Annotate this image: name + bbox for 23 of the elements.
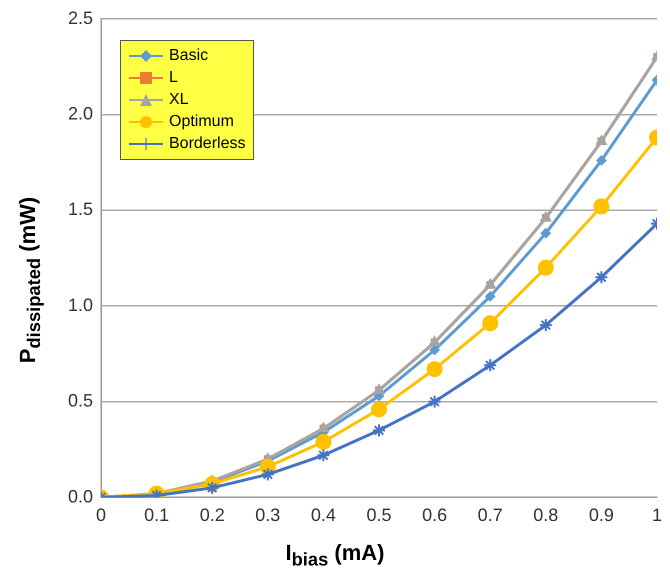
y-tick-label: 0.5 [68,390,94,411]
x-tick-label: 0.1 [144,505,170,526]
x-tick-label: 0.5 [366,505,392,526]
y-tick-label: 1.5 [68,199,94,220]
x-tick-label: 0.6 [422,505,448,526]
x-tick-label: 0.2 [200,505,225,526]
y-tick-label: 1.0 [68,294,94,315]
y-tick-label: 2.0 [68,103,94,124]
legend-label: XL [169,91,189,109]
x-tick-label: 0 [96,505,106,526]
x-tick-label: 0.7 [478,505,503,526]
x-tick-label: 0.8 [533,505,558,526]
x-tick-label: 0.9 [588,505,614,526]
x-tick-label: 1 [652,505,662,526]
legend-label: L [169,69,178,87]
y-tick-label: 2.5 [68,8,94,28]
legend-label: Basic [169,47,208,65]
x-axis-title: I$_{bias}$ (mA) [284,540,386,570]
y-tick-label: 0.0 [68,486,94,506]
legend-label: Optimum [169,113,234,131]
legend-label: Borderless [169,135,246,153]
x-tick-label: 0.4 [310,505,336,526]
x-tick-label: 0.3 [255,505,280,526]
